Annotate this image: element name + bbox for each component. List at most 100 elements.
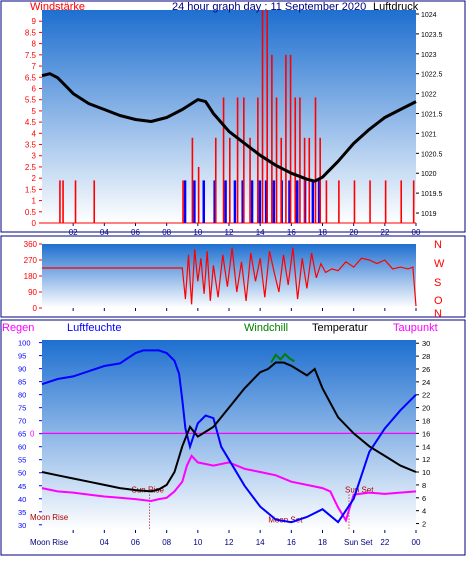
compass-label: O xyxy=(434,295,443,307)
wind-xtick-label: 16 xyxy=(287,228,296,237)
wind-speed-bar xyxy=(325,180,328,223)
header-luftdruck: Luftdruck xyxy=(373,1,419,13)
wind-speed-bar xyxy=(191,137,194,223)
wind-speed-bar xyxy=(271,54,273,224)
wind-speed-bar xyxy=(257,97,259,223)
direction-line xyxy=(42,247,417,307)
wind-gust-bar xyxy=(272,180,276,223)
humidity-ytick-label: 50 xyxy=(18,469,26,478)
annot-moon-set: Moon Set xyxy=(268,516,303,525)
temperature-ytick-label: 30 xyxy=(422,339,430,348)
wind-speed-bar xyxy=(266,10,268,223)
temperature-ytick-label: 6 xyxy=(422,494,426,503)
wind-ytick-label: 0.5 xyxy=(25,208,37,217)
pressure-ytick-label: 1024 xyxy=(421,12,437,19)
temperature-ytick-label: 22 xyxy=(422,391,430,400)
wind-speed-bar xyxy=(353,180,356,223)
wind-gust-bar xyxy=(224,180,227,223)
legend-temperatur: Temperatur xyxy=(312,322,368,334)
wind-speed-bar xyxy=(229,137,231,223)
rain-zero-label: 0 xyxy=(30,429,35,438)
pressure-ytick-label: 1022 xyxy=(421,92,437,99)
legend-taupunkt: Taupunkt xyxy=(393,322,438,334)
wind-xtick-label: 18 xyxy=(318,228,327,237)
wind-ytick-label: 4 xyxy=(32,129,37,138)
wind-speed-bar xyxy=(59,180,61,223)
wind-gust-bar xyxy=(213,180,216,223)
wind-gust-bar xyxy=(241,180,244,223)
wind-ytick-label: 1.5 xyxy=(25,185,37,194)
wind-xtick-label: 20 xyxy=(349,228,358,237)
humidity-ytick-label: 90 xyxy=(18,365,26,374)
compass-label: S xyxy=(434,277,441,289)
wind-speed-bar xyxy=(314,97,317,223)
humidity-ytick-label: 45 xyxy=(18,482,26,491)
wind-speed-bar xyxy=(182,180,184,223)
pressure-ytick-label: 1019 xyxy=(421,211,437,218)
wind-speed-bar xyxy=(62,180,64,223)
compass-label: N xyxy=(434,239,442,251)
wind-speed-bar xyxy=(338,180,340,223)
temperature-ytick-label: 16 xyxy=(422,429,430,438)
wind-gust-bar xyxy=(233,180,237,223)
wind-xtick-label: 06 xyxy=(131,228,140,237)
wind-ytick-label: 9 xyxy=(32,17,37,26)
temperature-ytick-label: 8 xyxy=(422,481,426,490)
wind-ytick-label: 3.5 xyxy=(25,141,37,150)
wind-ytick-label: 1 xyxy=(32,197,37,206)
wind-speed-bar xyxy=(400,180,403,223)
humidity-ytick-label: 85 xyxy=(18,378,26,387)
temperature-ytick-label: 20 xyxy=(422,404,430,413)
temperature-ytick-label: 12 xyxy=(422,455,430,464)
wind-xtick-label: 02 xyxy=(69,228,78,237)
climate-xtick-label: 06 xyxy=(131,538,140,547)
panel1-border xyxy=(0,0,466,233)
wind-speed-bar xyxy=(275,97,278,223)
wind-speed-bar xyxy=(412,180,415,223)
compass-label: W xyxy=(434,258,445,270)
wind-ytick-label: 5.5 xyxy=(25,96,37,105)
wind-speed-bar xyxy=(93,180,96,223)
pressure-line xyxy=(41,72,417,183)
wind-speed-bar xyxy=(280,137,283,223)
wind-ytick-label: 6.5 xyxy=(25,73,37,82)
climate-xtick-label: 00 xyxy=(412,538,421,547)
wind-speed-bar xyxy=(319,137,321,223)
legend-luftfeuchte: Luftfeuchte xyxy=(67,322,121,334)
humidity-ytick-label: 80 xyxy=(18,391,26,400)
wind-gust-bar xyxy=(202,180,206,223)
temperature-ytick-label: 18 xyxy=(422,417,430,426)
wind-ytick-label: 6 xyxy=(32,84,37,93)
wind-ytick-label: 8.5 xyxy=(25,28,37,37)
temperature-line xyxy=(41,361,417,493)
humidity-ytick-label: 65 xyxy=(18,430,26,439)
dewpoint-line xyxy=(41,454,417,523)
humidity-temperature-chart: 3035404550556065707580859095100246810121… xyxy=(18,339,430,547)
wind-ytick-label: 7 xyxy=(32,62,37,71)
pressure-ytick-label: 1022.5 xyxy=(421,72,443,79)
wind-speed-bar xyxy=(294,97,297,223)
wind-xtick-label: 00 xyxy=(412,228,421,237)
wind-ytick-label: 7.5 xyxy=(25,51,37,60)
wind-xtick-label: 08 xyxy=(162,228,171,237)
annot-sun-set: Sun Set xyxy=(345,485,374,494)
temperature-ytick-label: 2 xyxy=(422,520,426,529)
windchill-line xyxy=(270,352,295,364)
temperature-ytick-label: 14 xyxy=(422,442,430,451)
panel3-border xyxy=(0,319,466,556)
wind-ytick-label: 8 xyxy=(32,40,37,49)
wind-xtick-label: 10 xyxy=(193,228,202,237)
pressure-ytick-label: 1021 xyxy=(421,131,437,138)
pressure-ytick-label: 1021.5 xyxy=(421,112,443,119)
wind-gust-bar xyxy=(250,180,254,223)
wind-gust-bar xyxy=(317,180,321,223)
direction-ytick-label: 180 xyxy=(24,272,38,281)
wind-speed-bar xyxy=(249,137,251,223)
humidity-ytick-label: 55 xyxy=(18,456,26,465)
direction-ytick-label: 90 xyxy=(28,288,37,297)
direction-ytick-label: 270 xyxy=(24,256,38,265)
climate-xtick-label: 10 xyxy=(193,538,202,547)
wind-ytick-label: 5 xyxy=(32,107,37,116)
